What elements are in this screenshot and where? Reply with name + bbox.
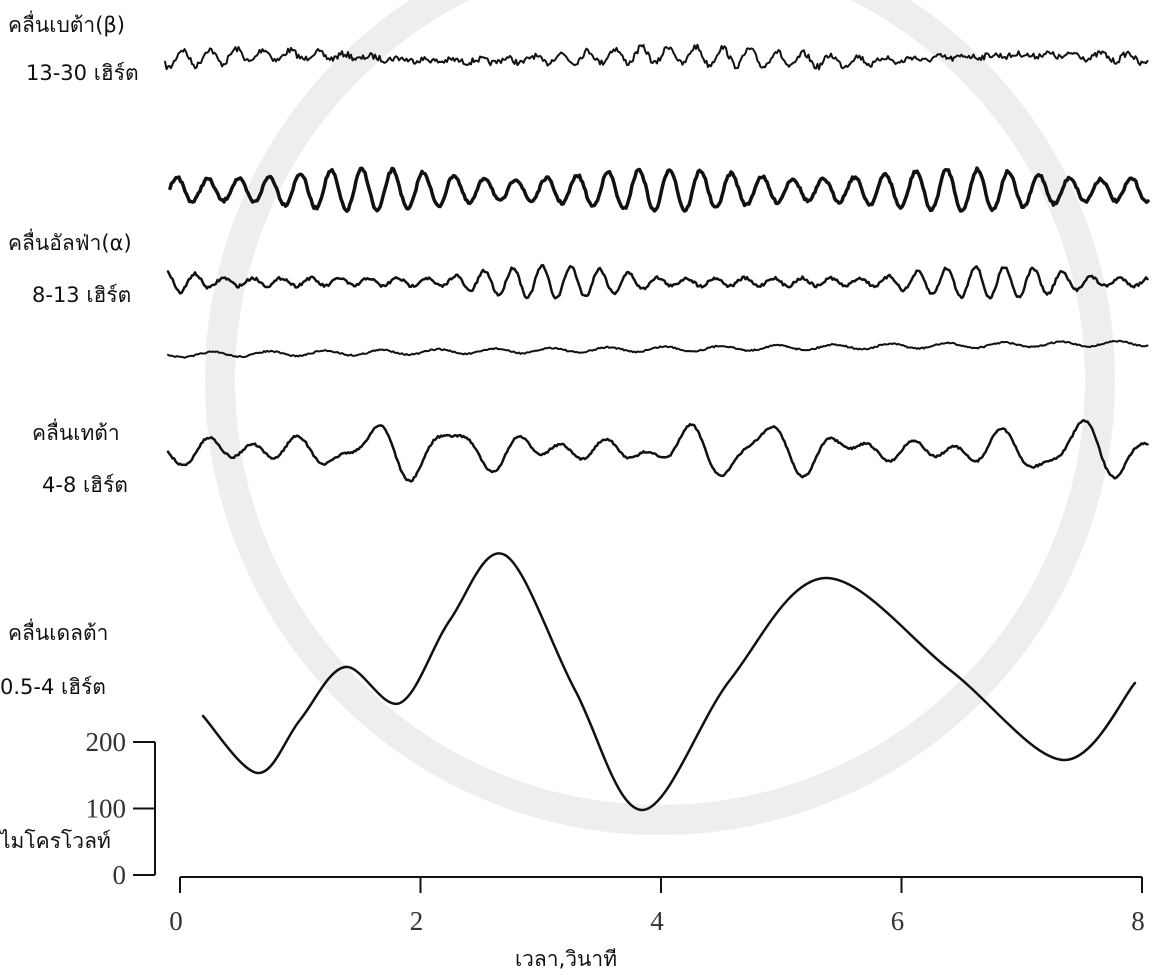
- waveform: [168, 166, 1150, 213]
- wave-name: คลื่นเบต้า(β): [8, 10, 125, 37]
- watermark: [205, 0, 1115, 835]
- x-tick-label: 0: [169, 906, 183, 936]
- waveform: [201, 552, 1137, 812]
- x-tick-label: 8: [1131, 906, 1145, 936]
- x-tick-label: 4: [650, 906, 664, 936]
- x-tick-label: 6: [891, 906, 905, 936]
- wave-name: คลื่นอัลฟ่า(α): [8, 228, 132, 255]
- y-axis-label: ไมโครโวลท์: [0, 829, 111, 853]
- wave-band: 4-8 เฮิร์ต: [42, 473, 128, 497]
- waveform: [167, 339, 1149, 359]
- y-tick-label: 200: [86, 727, 127, 757]
- y-tick-label: 100: [86, 794, 127, 824]
- waveform: [166, 263, 1149, 300]
- wave-band: 13-30 เฮิร์ต: [26, 61, 139, 85]
- wave-name: คลื่นเทต้า: [32, 418, 120, 445]
- x-axis-label: เวลา,วินาที: [515, 947, 617, 971]
- x-tick-label: 2: [410, 906, 424, 936]
- waveform: [166, 419, 1149, 483]
- waveform: [164, 43, 1149, 71]
- wave-band: 8-13 เฮิร์ต: [32, 283, 131, 307]
- wave-name: คลื่นเดลต้า: [8, 618, 108, 645]
- wave-band: 0.5-4 เฮิร์ต: [0, 675, 106, 699]
- y-tick-label: 0: [113, 860, 127, 890]
